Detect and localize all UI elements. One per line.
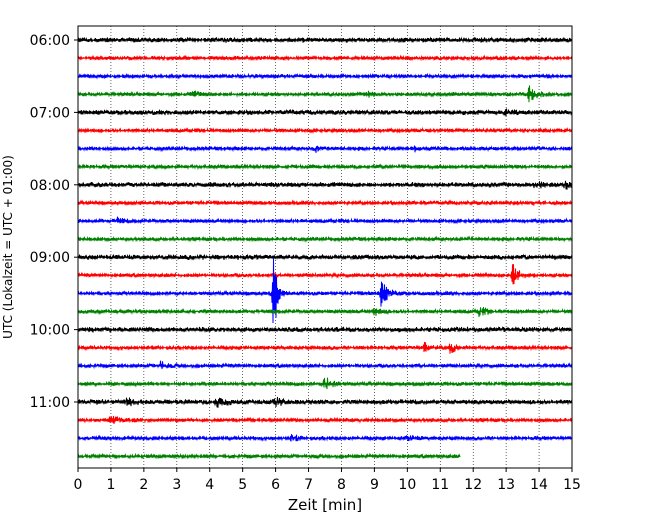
y-tick-label: 10:00 <box>30 323 70 339</box>
trace-line <box>77 180 573 190</box>
x-tick-label: 10 <box>398 477 416 493</box>
x-tick-label: 0 <box>74 477 83 493</box>
trace-line <box>77 307 573 318</box>
trace-line <box>77 396 573 408</box>
trace-line <box>77 54 573 62</box>
trace-line <box>77 377 573 390</box>
y-tick-label: 08:00 <box>30 178 70 194</box>
trace-line <box>77 216 573 225</box>
x-tick-label: 13 <box>497 477 515 493</box>
x-axis-label: Zeit [min] <box>288 496 362 514</box>
x-tick-label: 12 <box>464 477 482 493</box>
y-tick-label: 06:00 <box>30 33 70 49</box>
x-tick-label: 11 <box>431 477 449 493</box>
trace-line <box>77 163 573 171</box>
trace-line <box>77 36 573 44</box>
trace-line <box>77 108 573 117</box>
trace-line <box>77 85 573 103</box>
y-axis: 06:00 07:00 08:00 09:00 10:00 11:00 <box>30 33 78 411</box>
trace-line <box>77 257 573 323</box>
x-tick-label: 2 <box>139 477 148 493</box>
x-tick-label: 3 <box>172 477 181 493</box>
trace-line <box>77 253 573 261</box>
trace-line <box>77 360 573 370</box>
y-tick-label: 11:00 <box>30 395 70 411</box>
x-tick-label: 7 <box>304 477 313 493</box>
trace-line <box>77 452 461 460</box>
trace-line <box>77 264 573 285</box>
trace-line <box>77 341 573 354</box>
trace-line <box>77 144 573 153</box>
y-axis-label: UTC (Lokalzeit = UTC + 01:00) <box>1 155 15 339</box>
trace-line <box>77 415 573 424</box>
plot-frame <box>77 25 573 469</box>
trace-line <box>77 235 573 243</box>
trace-line <box>77 325 573 334</box>
x-tick-label: 6 <box>271 477 280 493</box>
y-tick-label: 07:00 <box>30 105 70 121</box>
trace-line <box>77 434 573 442</box>
x-tick-label: 15 <box>563 477 581 493</box>
trace-line <box>77 126 573 135</box>
x-tick-label: 5 <box>238 477 247 493</box>
x-tick-label: 9 <box>370 477 379 493</box>
x-tick-label: 8 <box>337 477 346 493</box>
trace-line <box>77 199 573 207</box>
trace-line <box>77 72 573 80</box>
x-tick-label: 4 <box>205 477 214 493</box>
x-tick-label: 14 <box>530 477 548 493</box>
x-axis: 0 1 2 3 4 5 6 7 8 9 10 11 12 13 14 15 <box>74 468 581 493</box>
seismic-traces <box>77 36 573 460</box>
y-tick-label: 09:00 <box>30 250 70 266</box>
x-tick-label: 1 <box>106 477 115 493</box>
